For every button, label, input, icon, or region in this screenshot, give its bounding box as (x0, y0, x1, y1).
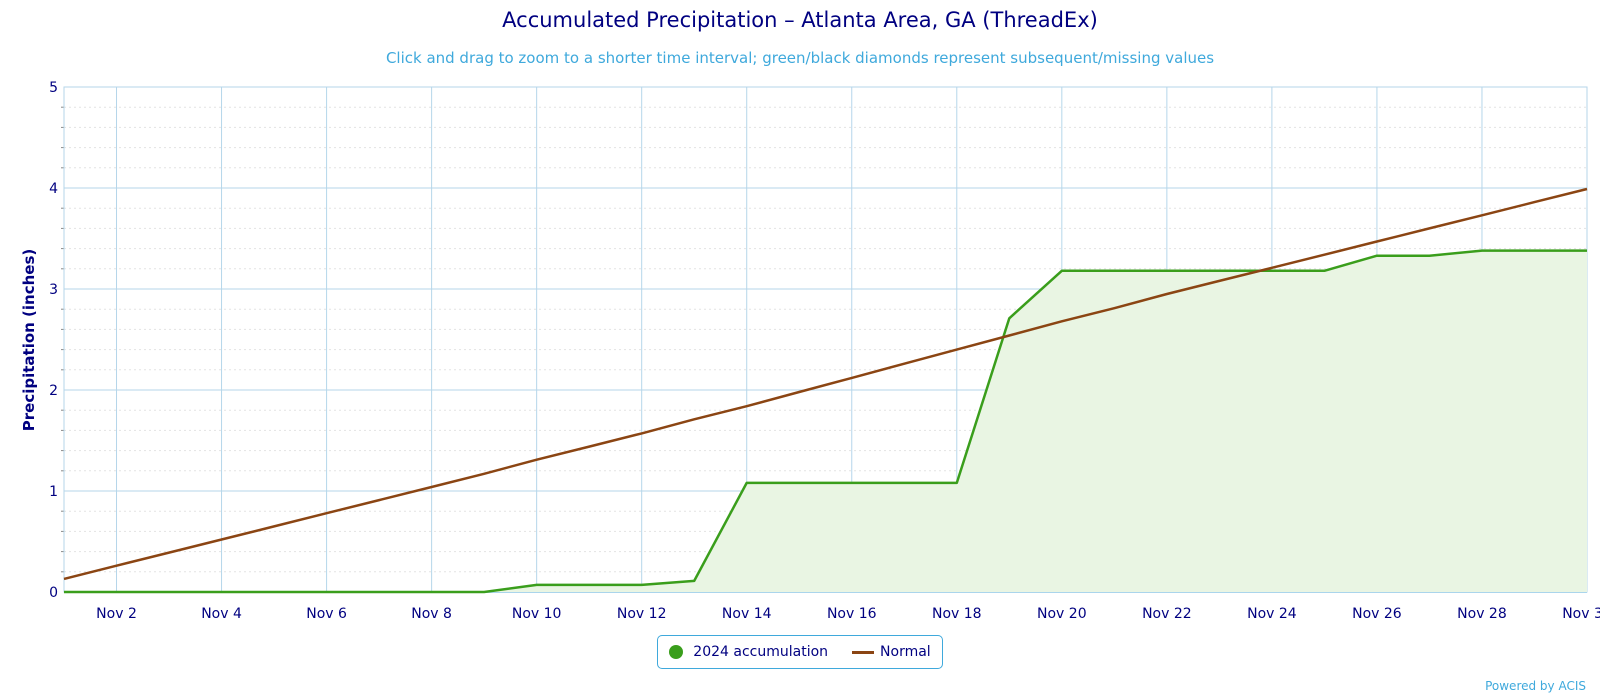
area-layer (64, 250, 1587, 592)
legend-marker-2024 (669, 645, 684, 659)
x-tick-label: Nov 30 (1562, 606, 1600, 622)
legend-label-2024: 2024 accumulation (693, 644, 829, 660)
x-tick-label: Nov 18 (932, 606, 982, 622)
legend: 2024 accumulation Normal (657, 635, 943, 669)
y-tick-label: 2 (49, 383, 58, 399)
legend-marker-normal (852, 650, 875, 654)
chart-title: Accumulated Precipitation – Atlanta Area… (502, 8, 1098, 32)
series-line-2024[interactable] (64, 249, 1587, 594)
x-axis: Nov 2 Nov 4 Nov 6 Nov 8 Nov 10 Nov 12 Nov 14 No… (96, 606, 1600, 622)
x-tick-label: Nov 26 (1352, 606, 1402, 622)
area-fill-0 (64, 250, 1587, 592)
x-tick-label: Nov 6 (306, 606, 347, 622)
x-tick-label: Nov 22 (1142, 606, 1192, 622)
series-line-normal[interactable] (63, 187, 1588, 581)
y-tick-label: 0 (49, 585, 58, 601)
x-tick-label: Nov 2 (96, 606, 137, 622)
series-layer (63, 187, 1588, 594)
y-tick-label: 4 (49, 181, 58, 197)
chart-subtitle: Click and drag to zoom to a shorter time… (385, 49, 1215, 67)
x-tick-label: Nov 10 (512, 606, 562, 622)
x-tick-label: Nov 8 (411, 606, 452, 622)
x-tick-label: Nov 12 (617, 606, 667, 622)
legend-item-2024[interactable]: 2024 accumulation (669, 644, 828, 660)
y-tick-label: 5 (49, 80, 58, 96)
x-tick-label: Nov 20 (1037, 606, 1087, 622)
x-tick-label: Nov 16 (827, 606, 877, 622)
legend-item-normal[interactable]: Normal (852, 644, 931, 660)
y-axis-title: Precipitation (inches) (20, 248, 38, 432)
x-tick-label: Nov 24 (1247, 606, 1297, 622)
y-tick-label: 3 (49, 282, 58, 298)
x-tick-label: Nov 14 (722, 606, 772, 622)
legend-label-normal: Normal (880, 644, 931, 660)
credits-link[interactable]: Powered by ACIS (1485, 679, 1586, 693)
y-tick-label: 1 (49, 484, 58, 500)
x-tick-label: Nov 28 (1457, 606, 1507, 622)
y-axis: 0 1 2 3 4 5 (49, 80, 58, 601)
x-tick-label: Nov 4 (201, 606, 242, 622)
